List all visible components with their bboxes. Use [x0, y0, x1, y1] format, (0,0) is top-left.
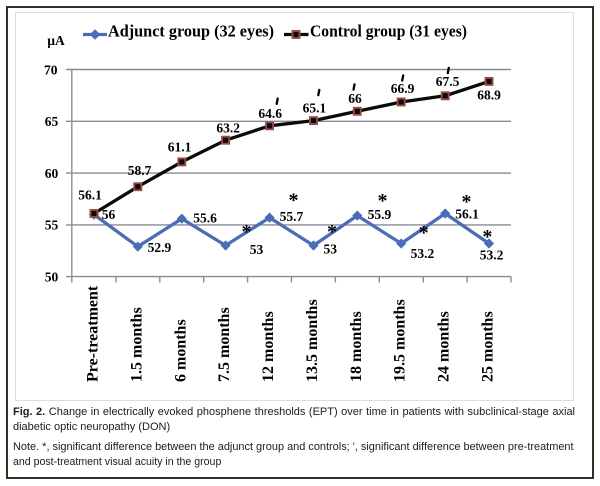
- svg-text:56: 56: [102, 207, 116, 222]
- svg-text:65.1: 65.1: [303, 100, 327, 115]
- svg-text:66: 66: [348, 91, 362, 106]
- svg-text:*: *: [419, 222, 429, 244]
- svg-text:µA: µA: [47, 33, 65, 48]
- svg-text:12 months: 12 months: [260, 311, 277, 382]
- svg-text:6 months: 6 months: [172, 319, 189, 382]
- svg-text:60: 60: [45, 166, 59, 181]
- svg-text:24 months: 24 months: [436, 311, 453, 382]
- svg-text:64.6: 64.6: [258, 106, 282, 121]
- svg-text:*: *: [482, 226, 492, 248]
- svg-text:52.9: 52.9: [148, 240, 172, 255]
- svg-text:67.5: 67.5: [436, 74, 460, 89]
- svg-text:*: *: [242, 221, 252, 243]
- svg-text:1.5 months: 1.5 months: [128, 307, 145, 382]
- svg-text:70: 70: [44, 62, 58, 77]
- svg-text:56.1: 56.1: [78, 188, 102, 203]
- svg-text:61.1: 61.1: [168, 140, 192, 155]
- svg-text:66.9: 66.9: [391, 81, 415, 96]
- svg-text:53.2: 53.2: [411, 246, 435, 261]
- svg-text:53.2: 53.2: [480, 248, 504, 263]
- svg-text:55.6: 55.6: [193, 211, 217, 226]
- svg-text:53: 53: [250, 242, 264, 257]
- svg-text:Adjunct group (32 eyes): Adjunct group (32 eyes): [108, 22, 274, 41]
- svg-text:25 months: 25 months: [480, 311, 497, 382]
- svg-text:65: 65: [45, 114, 59, 129]
- svg-text:50: 50: [45, 269, 59, 284]
- svg-text:*: *: [327, 221, 337, 243]
- svg-text:18 months: 18 months: [348, 311, 365, 382]
- svg-text:55.7: 55.7: [280, 209, 304, 224]
- svg-text:*: *: [289, 190, 299, 212]
- svg-text:19.5 months: 19.5 months: [392, 299, 409, 382]
- svg-text:13.5 months: 13.5 months: [304, 299, 321, 382]
- svg-text:63.2: 63.2: [216, 121, 240, 136]
- svg-text:*: *: [378, 190, 388, 212]
- svg-text:58.7: 58.7: [128, 163, 152, 178]
- svg-text:68.9: 68.9: [477, 88, 501, 103]
- svg-text:Pre-treatment: Pre-treatment: [85, 285, 102, 382]
- svg-text:53: 53: [324, 242, 338, 257]
- svg-text:Control group (31 eyes): Control group (31 eyes): [310, 22, 467, 41]
- svg-text:55: 55: [45, 218, 59, 233]
- svg-text:7.5 months: 7.5 months: [216, 307, 233, 382]
- svg-text:*: *: [462, 191, 472, 213]
- svg-text:56.1: 56.1: [455, 206, 479, 221]
- svg-text:55.9: 55.9: [368, 207, 392, 222]
